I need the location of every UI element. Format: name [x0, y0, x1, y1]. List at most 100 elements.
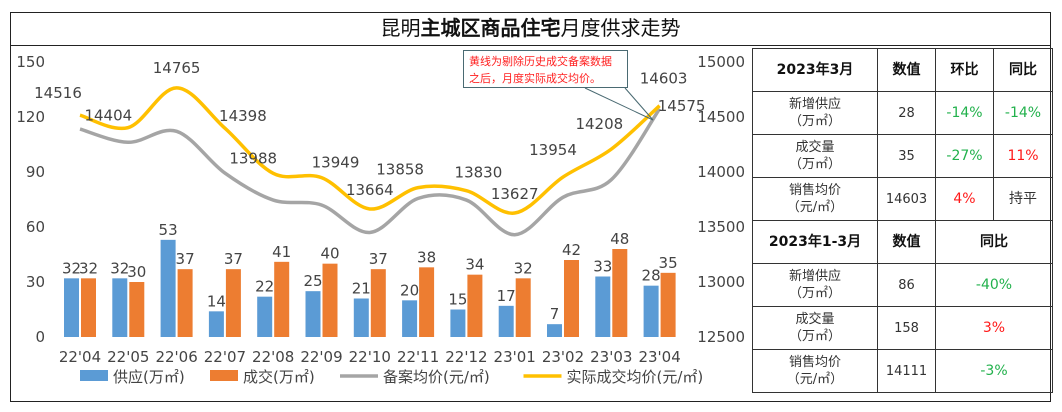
yoy-cell: 3%	[935, 306, 1053, 350]
yoy-cell: 持平	[993, 177, 1053, 221]
bar-supply	[450, 309, 466, 337]
yoy-cell: 11%	[993, 134, 1053, 178]
title-city: 昆明	[380, 16, 421, 40]
value-cell: 35	[877, 134, 936, 178]
header-cell: 数值	[877, 48, 936, 92]
x-axis-tick: 23'01	[494, 348, 536, 366]
label-main: 销售均价	[788, 355, 841, 370]
left-axis-tick: 150	[16, 53, 45, 71]
bar-data-label: 48	[610, 230, 629, 248]
bar-deal	[515, 278, 531, 337]
price-data-label: 14398	[219, 107, 267, 125]
mom-cell: -27%	[935, 134, 994, 178]
right-axis-tick: 12500	[697, 328, 745, 346]
label-main: 新增供应	[788, 97, 841, 112]
bar-deal	[612, 249, 628, 337]
x-axis-tick: 22'10	[349, 348, 391, 366]
legend-swatch	[80, 370, 108, 381]
yoy-cell: -40%	[935, 263, 1053, 307]
x-axis-tick: 22'05	[107, 348, 149, 366]
bar-data-label: 35	[659, 254, 678, 272]
price-data-label: 14208	[575, 115, 623, 133]
table-row: 成交量 （万㎡） 158 3%	[752, 306, 1053, 350]
table-header-row: 2023年3月 数值 环比 同比	[752, 48, 1053, 92]
bar-data-label: 25	[303, 272, 322, 290]
x-axis-tick: 23'04	[638, 348, 680, 366]
left-axis-tick: 90	[26, 163, 45, 181]
value-cell: 28	[877, 91, 936, 135]
legend-label: 实际成交均价(元/㎡)	[567, 368, 704, 386]
bar-deal	[370, 269, 386, 337]
header-cell: 同比	[935, 220, 1053, 264]
bar-supply	[498, 305, 514, 337]
yoy-cell: -3%	[935, 349, 1053, 393]
bar-deal	[177, 269, 193, 337]
table-row: 成交量 （万㎡） 35 -27% 11%	[752, 134, 1053, 178]
label-unit: （万㎡）	[788, 157, 841, 172]
left-axis-tick: 0	[35, 328, 45, 346]
bar-deal	[129, 282, 145, 337]
x-axis-tick: 22'11	[397, 348, 439, 366]
bar-data-label: 37	[176, 250, 195, 268]
bar-data-label: 14	[207, 292, 226, 310]
table-header-row: 2023年1-3月 数值 同比	[752, 220, 1053, 264]
price-data-label: 14603	[640, 70, 688, 88]
bar-supply	[595, 276, 611, 337]
callout-pointer	[584, 87, 654, 121]
bar-data-label: 37	[224, 250, 243, 268]
bar-supply	[402, 300, 418, 337]
row-label: 销售均价 （元/㎡）	[752, 177, 878, 221]
title-topic: 月度供求走势	[560, 16, 681, 40]
bar-data-label: 7	[550, 305, 560, 323]
bar-deal	[225, 269, 241, 337]
table-row: 销售均价 （元/㎡） 14111 -3%	[752, 349, 1053, 393]
legend-swatch	[210, 370, 238, 381]
table-row: 销售均价 （元/㎡） 14603 4% 持平	[752, 177, 1053, 221]
bar-data-label: 32	[79, 259, 98, 277]
line-actual-price	[79, 86, 661, 215]
row-label: 销售均价 （元/㎡）	[752, 349, 878, 393]
price-data-label: 14404	[84, 107, 132, 125]
x-axis-tick: 22'04	[59, 348, 101, 366]
left-axis-tick: 120	[16, 108, 45, 126]
price-data-label: 13858	[376, 161, 424, 179]
label-unit: （万㎡）	[788, 329, 841, 344]
price-data-label: 13664	[346, 181, 394, 199]
right-axis-tick: 14000	[697, 163, 745, 181]
bar-data-label: 42	[562, 241, 581, 259]
x-axis-tick: 22'07	[204, 348, 246, 366]
bar-data-label: 41	[272, 243, 291, 261]
bar-data-label: 21	[352, 280, 371, 298]
bar-data-label: 15	[448, 291, 467, 309]
line-filing-price	[79, 107, 662, 237]
x-axis-tick: 22'06	[155, 348, 197, 366]
bar-supply	[305, 291, 321, 337]
row-label: 成交量 （万㎡）	[752, 134, 878, 178]
bar-data-label: 40	[320, 245, 339, 263]
bar-supply	[208, 311, 224, 337]
bar-data-label: 32	[62, 259, 81, 277]
x-axis-tick: 23'03	[590, 348, 632, 366]
row-label: 成交量 （万㎡）	[752, 306, 878, 350]
bar-data-label: 17	[497, 287, 516, 305]
summary-table: 2023年3月 数值 环比 同比 新增供应 （万㎡） 28 -14% -14% 成…	[752, 48, 1053, 393]
filing-price-label: 14575	[658, 97, 706, 115]
bar-data-label: 33	[593, 258, 612, 276]
label-unit: （元/㎡）	[786, 200, 844, 215]
bar-data-label: 32	[110, 259, 129, 277]
bar-supply	[257, 296, 273, 337]
bar-deal	[274, 261, 290, 337]
x-axis-tick: 22'08	[252, 348, 294, 366]
right-axis-tick: 13500	[697, 218, 745, 236]
header-cell: 数值	[877, 220, 936, 264]
label-main: 成交量	[795, 140, 835, 155]
bar-data-label: 37	[369, 250, 388, 268]
bar-data-label: 53	[159, 221, 178, 239]
bar-deal	[467, 274, 483, 337]
bar-deal	[660, 272, 676, 337]
bar-data-label: 32	[514, 259, 533, 277]
x-axis-tick: 22'12	[445, 348, 487, 366]
right-axis-tick: 15000	[697, 53, 745, 71]
bar-data-label: 28	[642, 267, 661, 285]
